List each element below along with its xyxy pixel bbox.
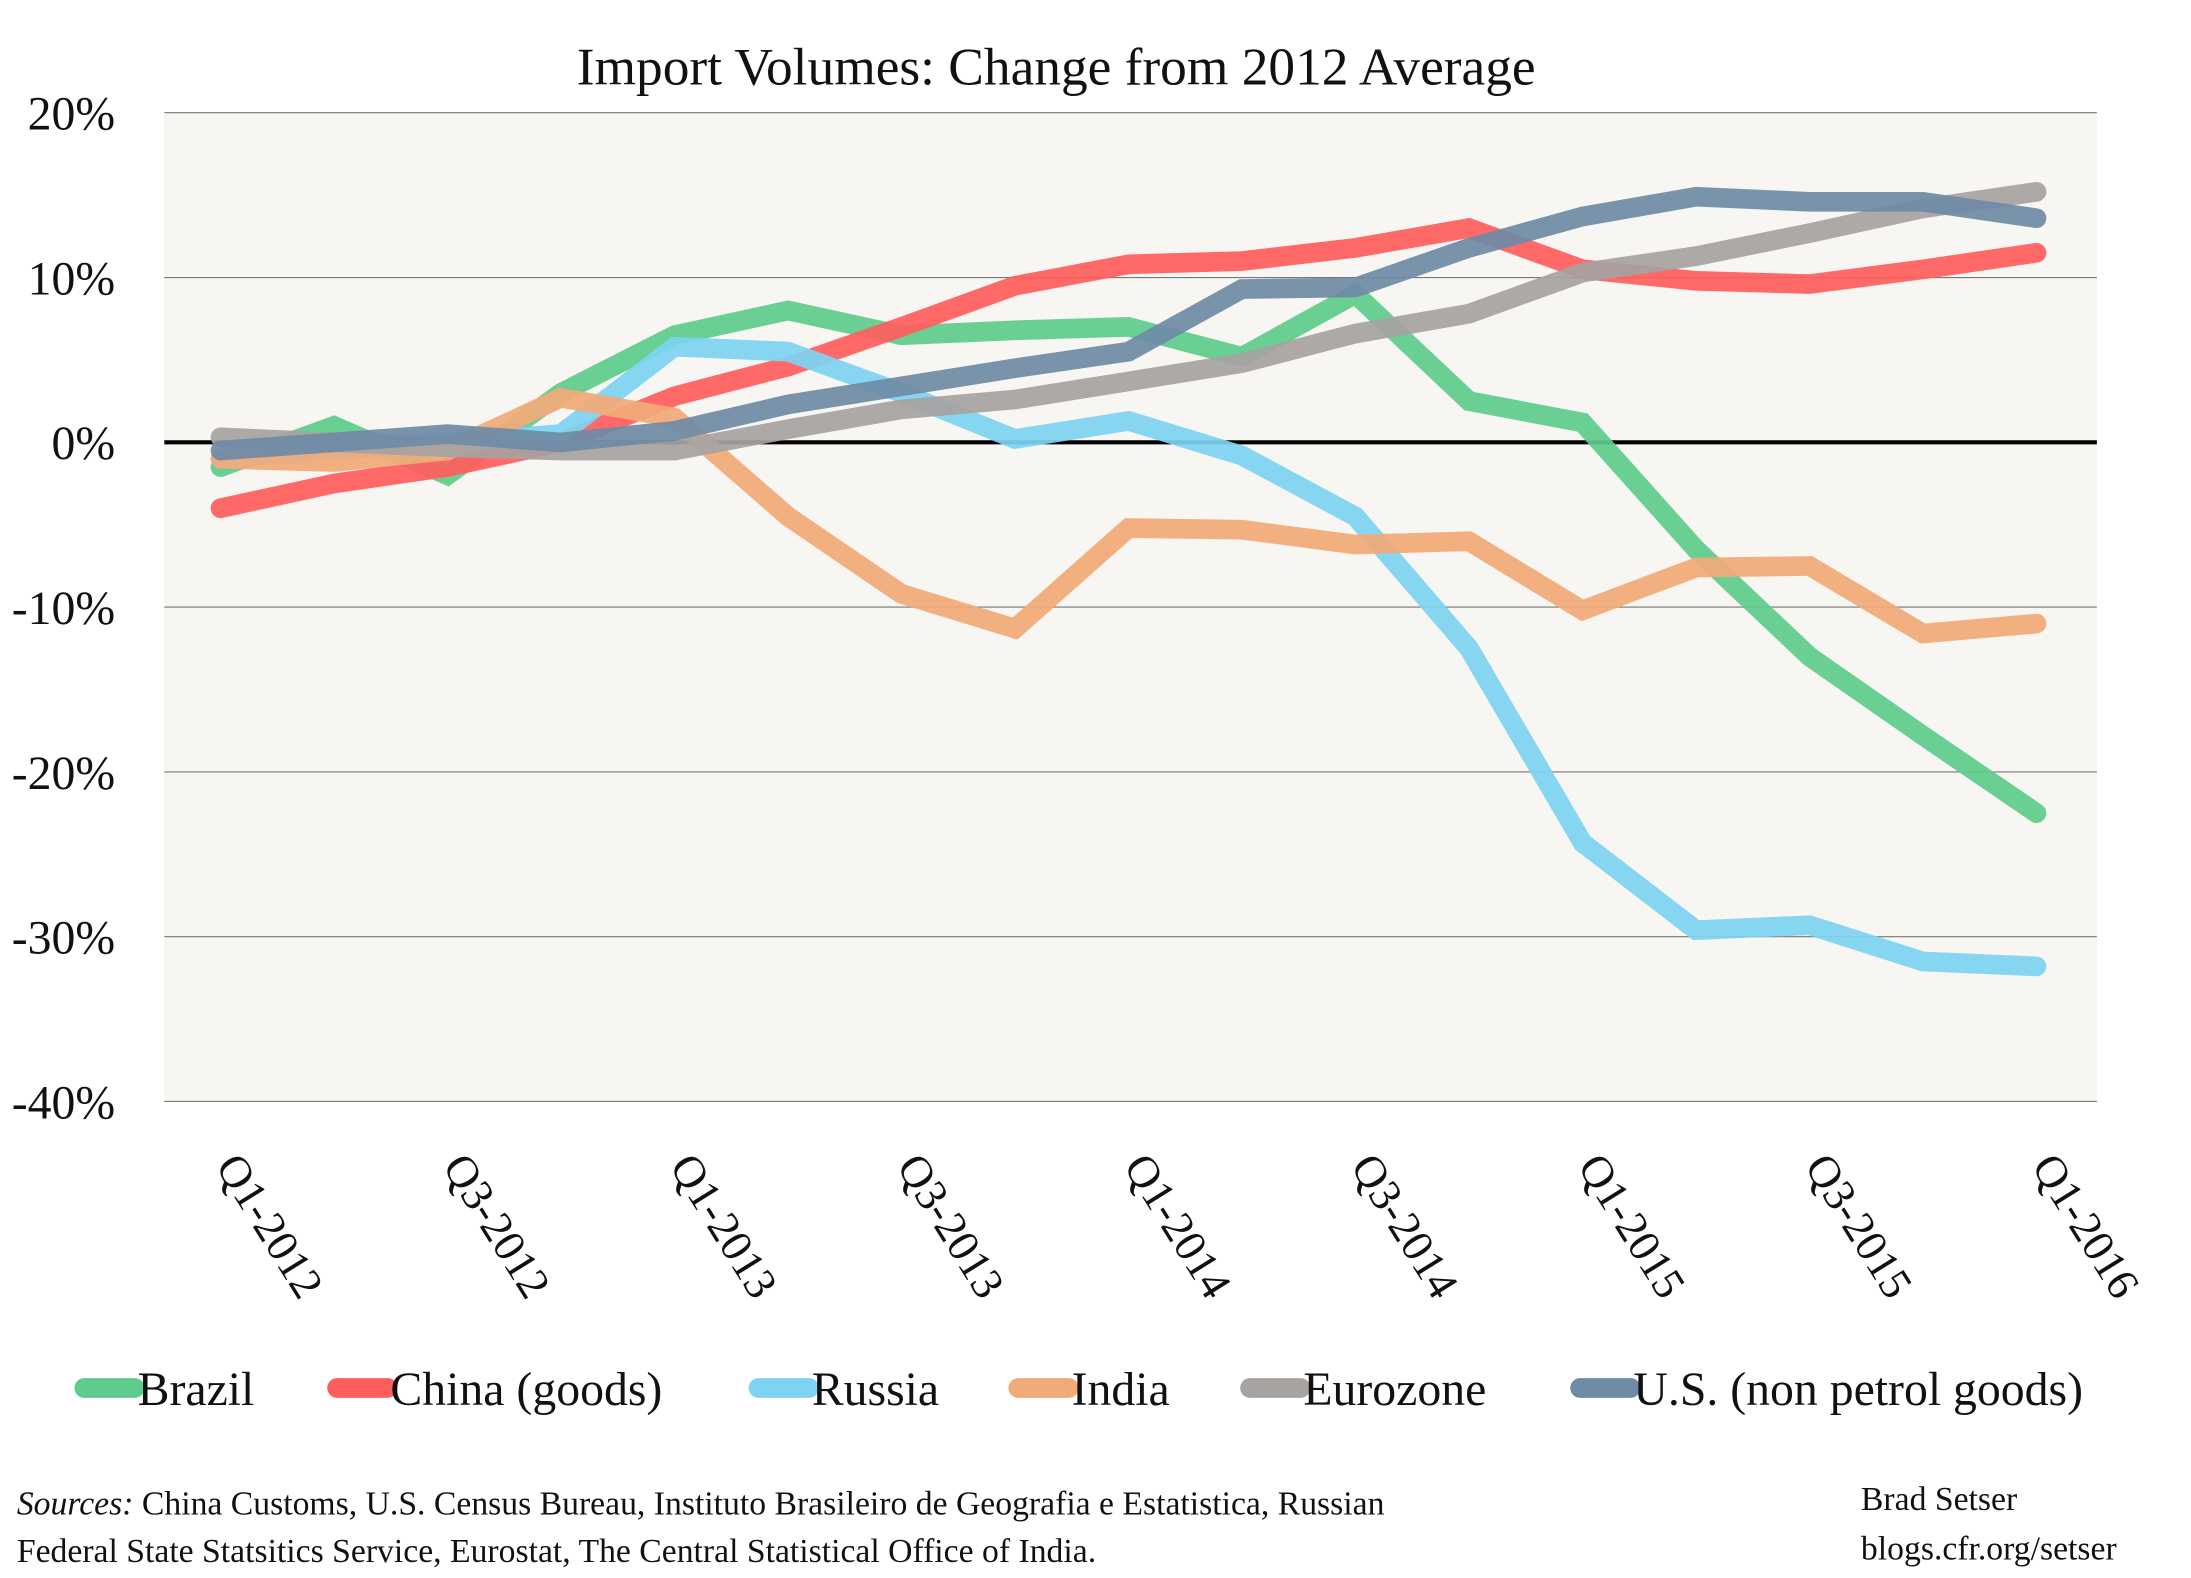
series-lines (210, 181, 2047, 977)
y-tick-label: -20% (12, 747, 115, 800)
x-tick-label: Q1-2015 (1568, 1145, 1695, 1307)
x-tick-label: Q3-2012 (433, 1145, 560, 1307)
series-line-india (210, 387, 2047, 644)
sources-line-1: China Customs, U.S. Census Bureau, Insti… (133, 1485, 1384, 1522)
x-tick-label: Q1-2016 (2022, 1145, 2149, 1307)
y-tick-label: -10% (12, 582, 115, 635)
blog-url: blogs.cfr.org/setser (1861, 1530, 2117, 1567)
legend-label: India (1072, 1363, 1170, 1416)
y-tick-label: -40% (12, 1076, 115, 1129)
legend-item: Russia (748, 1363, 939, 1416)
series-line-u-s-non-petrol-goods (210, 186, 2047, 461)
legend-item: Brazil (74, 1363, 255, 1416)
sources-line-2: Federal State Statsitics Service, Eurost… (17, 1533, 1096, 1570)
legend-item: China (goods) (327, 1363, 662, 1416)
x-axis-ticks: Q1-2012 Q3-2012 Q1-2013 Q3-2013 Q1-2014 Q3-20… (206, 1145, 2149, 1307)
y-tick-label: 10% (28, 252, 116, 305)
legend: Brazil China (goods) Russia India Eurozone U.… (74, 1363, 2083, 1416)
y-tick-label: 20% (28, 88, 116, 141)
chart-title: Import Volumes: Change from 2012 Average (577, 37, 1536, 97)
x-tick-label: Q3-2013 (887, 1145, 1014, 1307)
sources-text: Sources: China Customs, U.S. Census Bure… (17, 1485, 1385, 1522)
x-tick-label: Q3-2014 (1341, 1145, 1468, 1307)
legend-label: Eurozone (1303, 1363, 1486, 1416)
x-tick-label: Q1-2013 (660, 1145, 787, 1307)
author: Brad Setser (1861, 1481, 2017, 1518)
legend-label: Brazil (138, 1363, 255, 1416)
sources-label: Sources: (17, 1485, 134, 1522)
legend-item: India (1008, 1363, 1170, 1416)
y-axis-ticks: 20% 10% 0% -10% -20% -30% -40% (12, 88, 115, 1130)
legend-label: China (goods) (390, 1363, 662, 1416)
y-tick-label: -30% (12, 912, 115, 965)
x-tick-label: Q1-2014 (1114, 1145, 1241, 1307)
x-tick-label: Q3-2015 (1795, 1145, 1922, 1307)
legend-item: Eurozone (1240, 1363, 1486, 1416)
x-tick-label: Q1-2012 (206, 1145, 333, 1307)
legend-label: Russia (812, 1363, 939, 1416)
legend-item: U.S. (non petrol goods) (1570, 1363, 2083, 1416)
y-tick-label: 0% (52, 417, 116, 470)
legend-label: U.S. (non petrol goods) (1633, 1363, 2083, 1416)
